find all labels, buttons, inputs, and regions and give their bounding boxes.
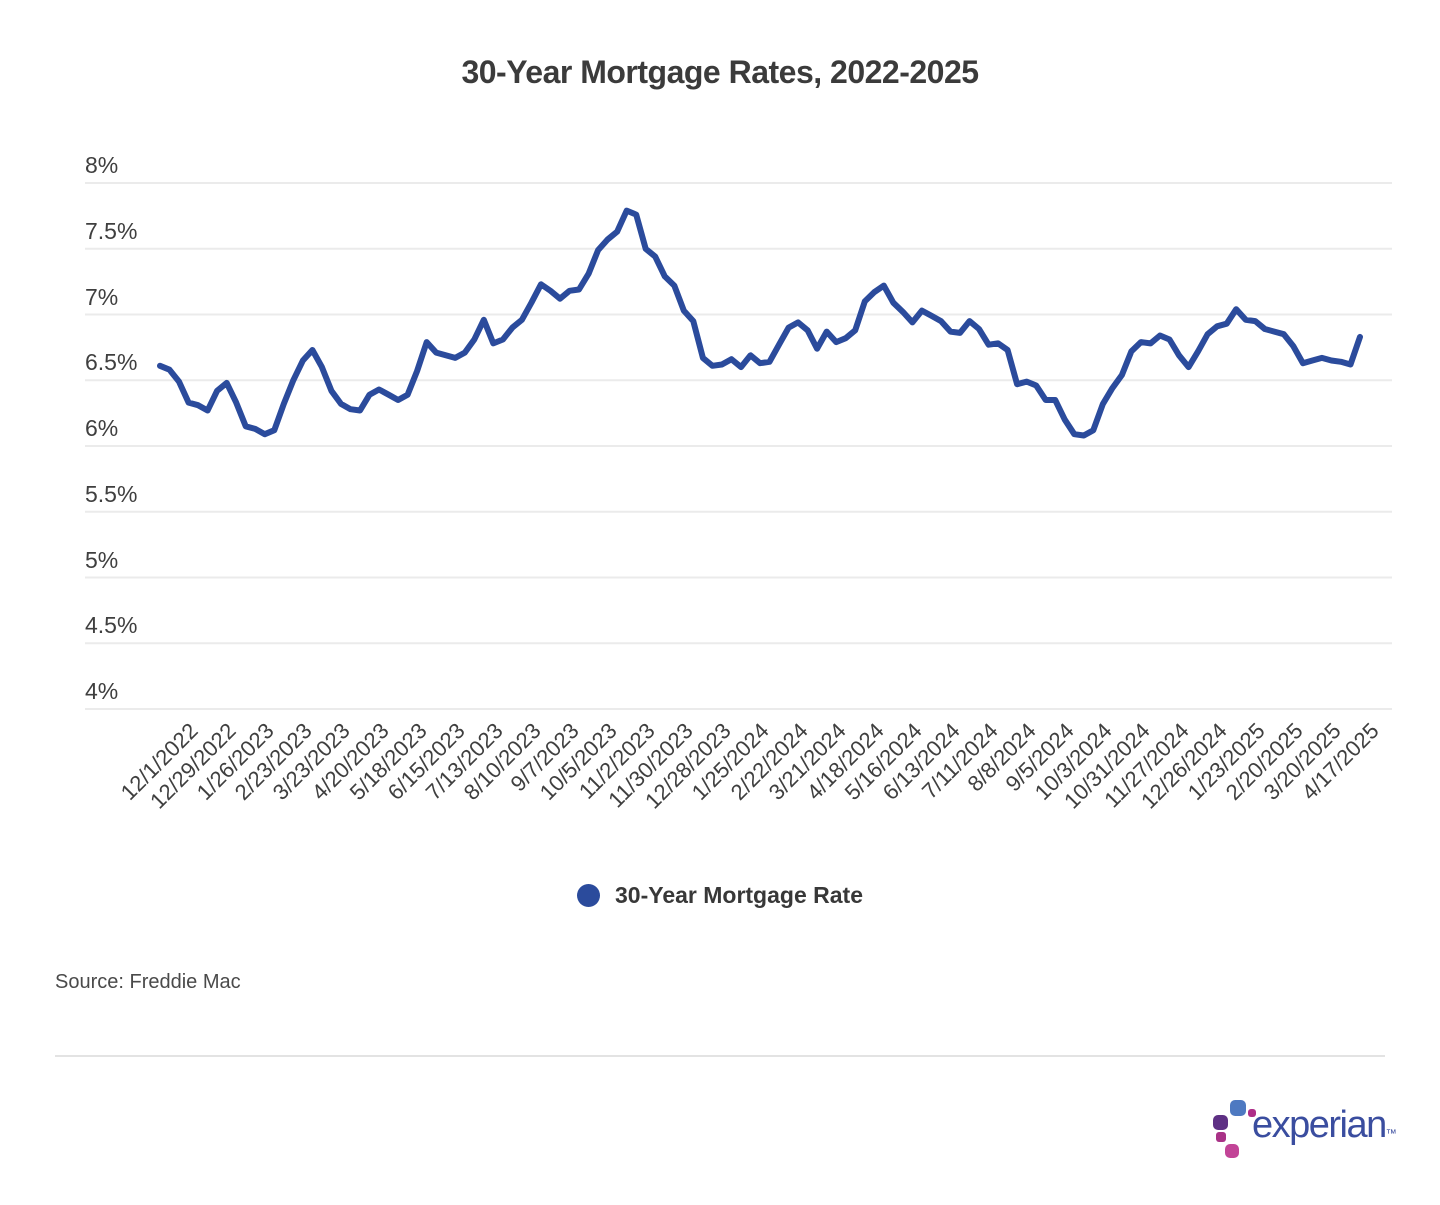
- trademark-symbol: ™: [1385, 1128, 1397, 1140]
- legend: 30-Year Mortgage Rate: [0, 882, 1440, 909]
- footer-divider: [55, 1055, 1385, 1057]
- experian-wordmark: experian™: [1252, 1104, 1397, 1147]
- y-axis-tick-label: 7.5%: [85, 217, 138, 244]
- experian-logo-block-purple: [1213, 1115, 1228, 1130]
- source-note: Source: Freddie Mac: [55, 971, 241, 993]
- y-axis-tick-label: 7%: [85, 283, 119, 310]
- y-axis-tick-label: 5%: [85, 546, 119, 573]
- y-axis-tick-label: 4.5%: [85, 612, 138, 639]
- chart-plot-area: [85, 182, 1392, 710]
- experian-logo: experian™: [1208, 1086, 1398, 1170]
- mortgage-rate-line: [157, 207, 1363, 439]
- experian-logo-dot-magenta-2: [1216, 1132, 1226, 1142]
- y-axis-tick-label: 5.5%: [85, 480, 138, 507]
- legend-label: 30-Year Mortgage Rate: [615, 882, 863, 908]
- experian-wordmark-text: experian: [1252, 1104, 1387, 1146]
- experian-logo-block-pink: [1225, 1144, 1239, 1158]
- experian-logo-block-blue: [1230, 1100, 1246, 1116]
- y-axis-tick-label: 8%: [85, 152, 119, 178]
- legend-marker-dot: [577, 884, 600, 907]
- y-axis-tick-label: 4%: [85, 678, 119, 704]
- y-axis-tick-label: 6%: [85, 415, 119, 441]
- chart-title: 30-Year Mortgage Rates, 2022-2025: [461, 54, 979, 90]
- experian-logo-dot-magenta-1: [1248, 1109, 1256, 1117]
- y-axis-tick-label: 6.5%: [85, 349, 138, 376]
